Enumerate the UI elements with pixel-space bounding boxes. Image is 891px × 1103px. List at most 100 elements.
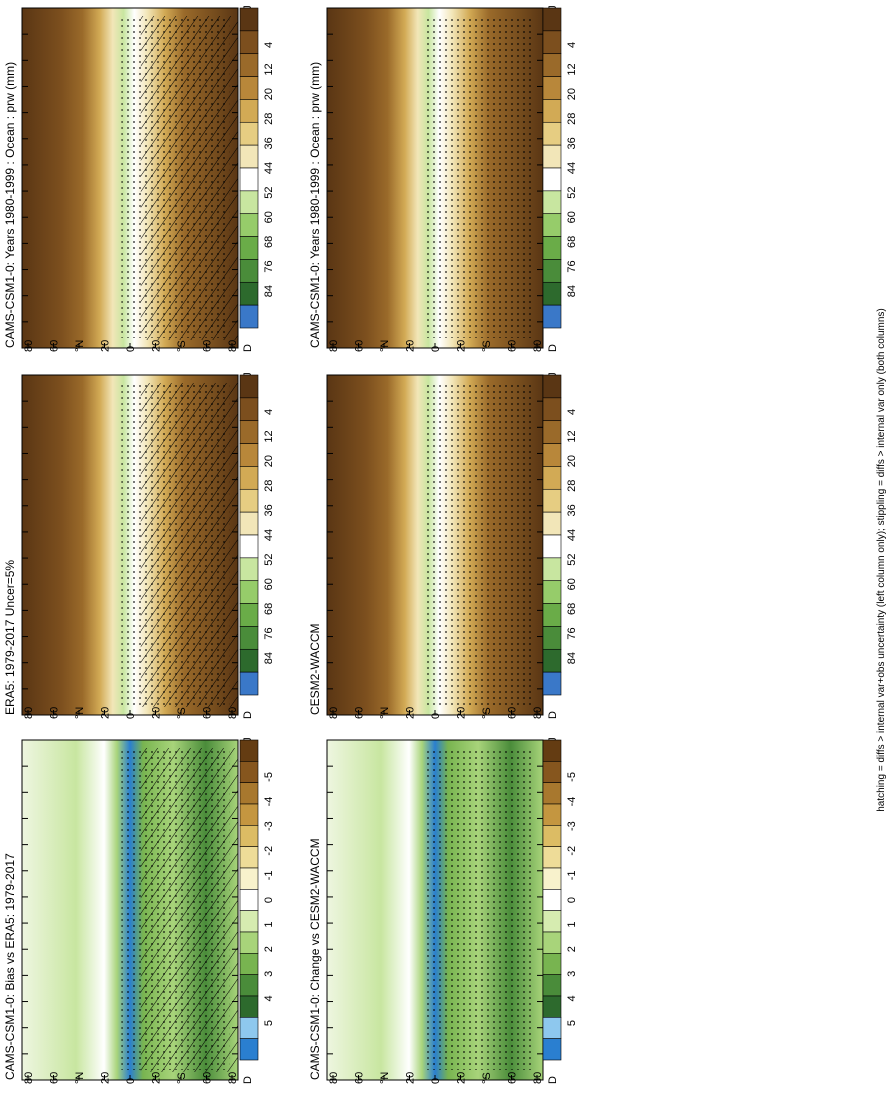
lat-tick-label: °N (379, 1072, 391, 1084)
colorbar-swatch (239, 397, 259, 422)
colorbar-swatch (239, 782, 259, 805)
colorbar-label: 60 (566, 578, 578, 590)
colorbar-label: -4 (566, 797, 578, 807)
colorbar-label: 44 (566, 162, 578, 174)
colorbar-swatch (542, 974, 562, 997)
lat-tick-label: 20 (405, 340, 417, 352)
colorbar-label: 28 (566, 113, 578, 125)
colorbar-label: -2 (566, 846, 578, 856)
lat-tick-label: 60 (354, 707, 366, 719)
hatching (140, 748, 238, 1072)
colorbar-label: 2 (566, 946, 578, 952)
colorbar-swatch (542, 420, 562, 444)
colorbar-label: 28 (566, 480, 578, 492)
colorbar-swatch (542, 99, 562, 123)
colorbar-label: -5 (263, 772, 275, 782)
colorbar-swatch (239, 259, 259, 283)
colorbar-label: 36 (566, 504, 578, 516)
colorbar-swatch (542, 144, 562, 169)
colorbar-label: 68 (566, 603, 578, 615)
colorbar-swatch (239, 931, 259, 954)
lat-tick-label: 0 (125, 713, 137, 719)
lat-tick-label: 60 (507, 340, 519, 352)
colorbar-swatch (239, 144, 259, 169)
colorbar-label: 20 (263, 455, 275, 467)
colorbar-swatch (239, 1017, 259, 1039)
colorbar-swatch (542, 7, 562, 32)
colorbar-swatch (239, 443, 259, 467)
colorbar-label: 44 (263, 162, 275, 174)
colorbar-label: 2 (263, 946, 275, 952)
lat-tick-label: 20 (151, 707, 163, 719)
lat-tick-label: 20 (100, 1072, 112, 1084)
stippling (426, 18, 535, 338)
colorbar-swatch (239, 846, 259, 869)
colorbar-label: 0 (263, 897, 275, 903)
panel-title: CAMS-CSM1-0: Years 1980-1999 : Ocean : p… (3, 62, 17, 348)
panel-1: CAMS-CSM1-0: Years 1980-1999 : Ocean : p… (3, 5, 275, 352)
colorbar-label: 68 (263, 603, 275, 615)
hatching (140, 16, 238, 340)
lat-tick-label: 0 (430, 346, 442, 352)
colorbar-swatch (542, 30, 562, 55)
colorbar-label: 60 (263, 211, 275, 223)
lat-tick-label: °S (481, 340, 493, 352)
colorbar-label: 4 (566, 995, 578, 1001)
colorbar-swatch (542, 53, 562, 77)
lat-tick-label: 80 (227, 707, 239, 719)
colorbar-swatch (239, 671, 259, 696)
lat-tick-label: 20 (100, 340, 112, 352)
lat-tick-label: 60 (507, 707, 519, 719)
panel-title: CAMS-CSM1-0: Change vs CESM2-WACCM (308, 838, 322, 1080)
colorbar-swatch (239, 648, 259, 673)
colorbar-swatch (542, 488, 562, 513)
colorbar-label: 12 (263, 63, 275, 75)
panel-title: ERA5: 1979-2017 Uncer=5% (3, 560, 17, 715)
colorbar-label: 36 (263, 137, 275, 149)
lat-tick-label: 60 (202, 707, 214, 719)
colorbar-swatch (239, 167, 259, 192)
colorbar-swatch (542, 374, 562, 399)
stippling (426, 385, 535, 705)
lat-tick-label: 20 (456, 1072, 468, 1084)
colorbar-swatch (542, 190, 562, 215)
colorbar-label: 28 (263, 480, 275, 492)
colorbar-label: 20 (263, 88, 275, 100)
colorbar-label: 84 (263, 285, 275, 297)
colorbar-label: 52 (566, 553, 578, 565)
colorbar-swatch (239, 236, 259, 260)
colorbar-swatch (239, 420, 259, 444)
colorbar-label: -1 (263, 870, 275, 880)
colorbar-swatch (239, 534, 259, 559)
colorbar-label: 20 (566, 88, 578, 100)
lat-tick-label: 60 (507, 1072, 519, 1084)
panel-title: CESM2-WACCM (308, 623, 322, 715)
colorbar-swatch (239, 626, 259, 650)
colorbar-swatch (542, 739, 562, 762)
colorbar-swatch (239, 374, 259, 399)
month-tick-label: D (547, 711, 559, 719)
colorbar-label: -3 (566, 821, 578, 831)
colorbar-swatch (239, 1038, 259, 1061)
colorbar-swatch (239, 867, 259, 890)
lat-tick-label: °S (176, 1072, 188, 1084)
lat-tick-label: 60 (202, 1072, 214, 1084)
lat-tick-label: 0 (125, 1078, 137, 1084)
colorbar-swatch (542, 534, 562, 559)
colorbar-label: -2 (263, 846, 275, 856)
colorbar-swatch (239, 99, 259, 123)
colorbar-swatch (239, 953, 259, 975)
lat-tick-label: °S (481, 1072, 493, 1084)
month-tick-label: D (242, 344, 254, 352)
colorbar-label: -4 (263, 797, 275, 807)
lat-tick-label: °S (176, 340, 188, 352)
colorbar-swatch (542, 648, 562, 673)
colorbar-swatch (542, 867, 562, 890)
colorbar-swatch (239, 825, 259, 847)
colorbar-label: 76 (263, 260, 275, 272)
lat-tick-label: 20 (100, 707, 112, 719)
lat-tick-label: 20 (405, 1072, 417, 1084)
lat-tick-label: °N (74, 707, 86, 719)
colorbar-swatch (542, 761, 562, 783)
month-tick-label: D (242, 1076, 254, 1084)
